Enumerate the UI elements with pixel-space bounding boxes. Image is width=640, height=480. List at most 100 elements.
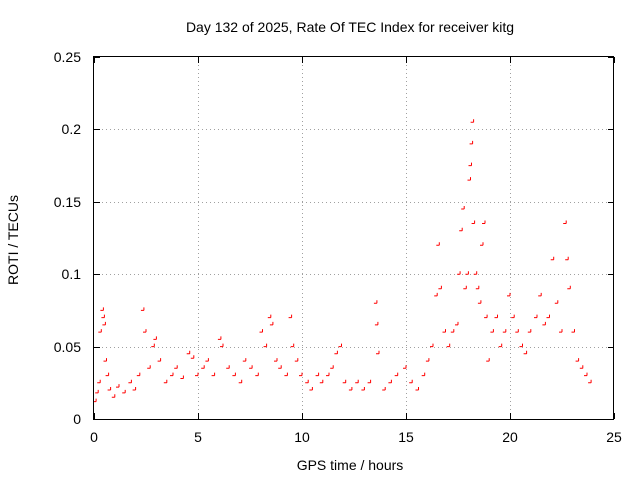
data-point [153, 336, 157, 340]
data-point [486, 358, 490, 362]
data-point [102, 321, 106, 326]
data-point [220, 343, 224, 348]
data-point [238, 379, 243, 384]
y-axis-label: ROTI / TECUs [5, 195, 21, 285]
y-tick-label: 0.05 [54, 339, 81, 355]
data-point [355, 379, 359, 384]
y-tick-label: 0 [73, 411, 81, 427]
data-point [542, 321, 546, 326]
data-point [100, 307, 104, 311]
data-point [498, 343, 503, 348]
data-point [190, 355, 195, 359]
data-point [267, 314, 272, 319]
data-point [425, 358, 430, 362]
data-point [294, 358, 299, 362]
data-point [186, 350, 191, 355]
data-point [511, 314, 515, 319]
data-point [288, 314, 293, 319]
data-point [450, 329, 455, 333]
data-point [584, 372, 588, 377]
data-point [151, 343, 155, 348]
data-point [403, 365, 407, 369]
data-point [249, 365, 253, 369]
data-point [373, 300, 378, 304]
x-tick-label: 25 [606, 429, 622, 445]
data-point [567, 285, 571, 290]
data-point [259, 329, 263, 333]
data-point [180, 375, 184, 379]
data-point [469, 140, 474, 145]
x-tick-label: 20 [502, 429, 518, 445]
data-point [494, 314, 498, 319]
data-point [101, 314, 105, 319]
data-point [463, 285, 467, 290]
data-point [475, 285, 480, 290]
data-point [571, 329, 575, 333]
data-point [421, 372, 426, 377]
data-point [565, 256, 569, 261]
x-tick-label: 0 [90, 429, 98, 445]
data-point [471, 220, 476, 224]
data-point [376, 350, 380, 355]
data-point [136, 372, 141, 377]
data-point [515, 329, 519, 333]
data-point [467, 177, 471, 181]
data-point [546, 314, 550, 319]
data-point [290, 343, 295, 348]
y-tick-label: 0.25 [54, 49, 81, 65]
data-point [482, 220, 486, 224]
data-point [140, 307, 145, 311]
data-point [534, 314, 538, 319]
data-point [128, 379, 132, 384]
data-point [95, 389, 99, 394]
data-point [550, 256, 555, 261]
data-point [388, 379, 392, 384]
data-point [559, 329, 563, 333]
data-point [305, 379, 309, 384]
data-point [502, 329, 507, 333]
data-point [554, 300, 559, 304]
data-point [255, 372, 259, 377]
data-point [111, 394, 116, 398]
data-point [538, 292, 542, 297]
data-point [507, 292, 511, 297]
chart-title: Day 132 of 2025, Rate Of TEC Index for r… [186, 19, 514, 35]
data-point [170, 372, 174, 377]
data-point [163, 379, 168, 384]
data-point [446, 343, 451, 348]
data-point [455, 321, 459, 326]
data-point [430, 343, 434, 348]
data-point [579, 365, 584, 369]
y-tick-label: 0.1 [62, 266, 82, 282]
data-point [477, 300, 482, 304]
data-point [588, 379, 592, 384]
data-point [473, 271, 478, 275]
data-point [434, 292, 438, 297]
x-tick-labels: 0 5 10 15 20 25 [90, 429, 622, 445]
data-point [338, 343, 342, 348]
data-point [103, 358, 107, 362]
data-point [174, 365, 178, 369]
data-point [309, 387, 313, 391]
data-point [299, 372, 303, 377]
data-point [226, 365, 230, 369]
data-point [157, 358, 162, 362]
data-point [334, 350, 338, 355]
data-point [361, 387, 365, 391]
data-point [342, 379, 347, 384]
data-point [263, 343, 268, 348]
data-point [315, 372, 320, 377]
data-point [284, 372, 288, 377]
data-point [442, 329, 446, 333]
data-point [367, 379, 372, 384]
data-point [269, 321, 274, 326]
data-point [459, 227, 463, 232]
data-point [348, 387, 353, 391]
data-point [97, 379, 101, 384]
data-point [490, 329, 494, 333]
data-point [98, 329, 102, 333]
data-point [436, 242, 440, 246]
x-axis-label: GPS time / hours [297, 457, 404, 473]
data-point [409, 379, 413, 384]
data-points [93, 119, 592, 403]
